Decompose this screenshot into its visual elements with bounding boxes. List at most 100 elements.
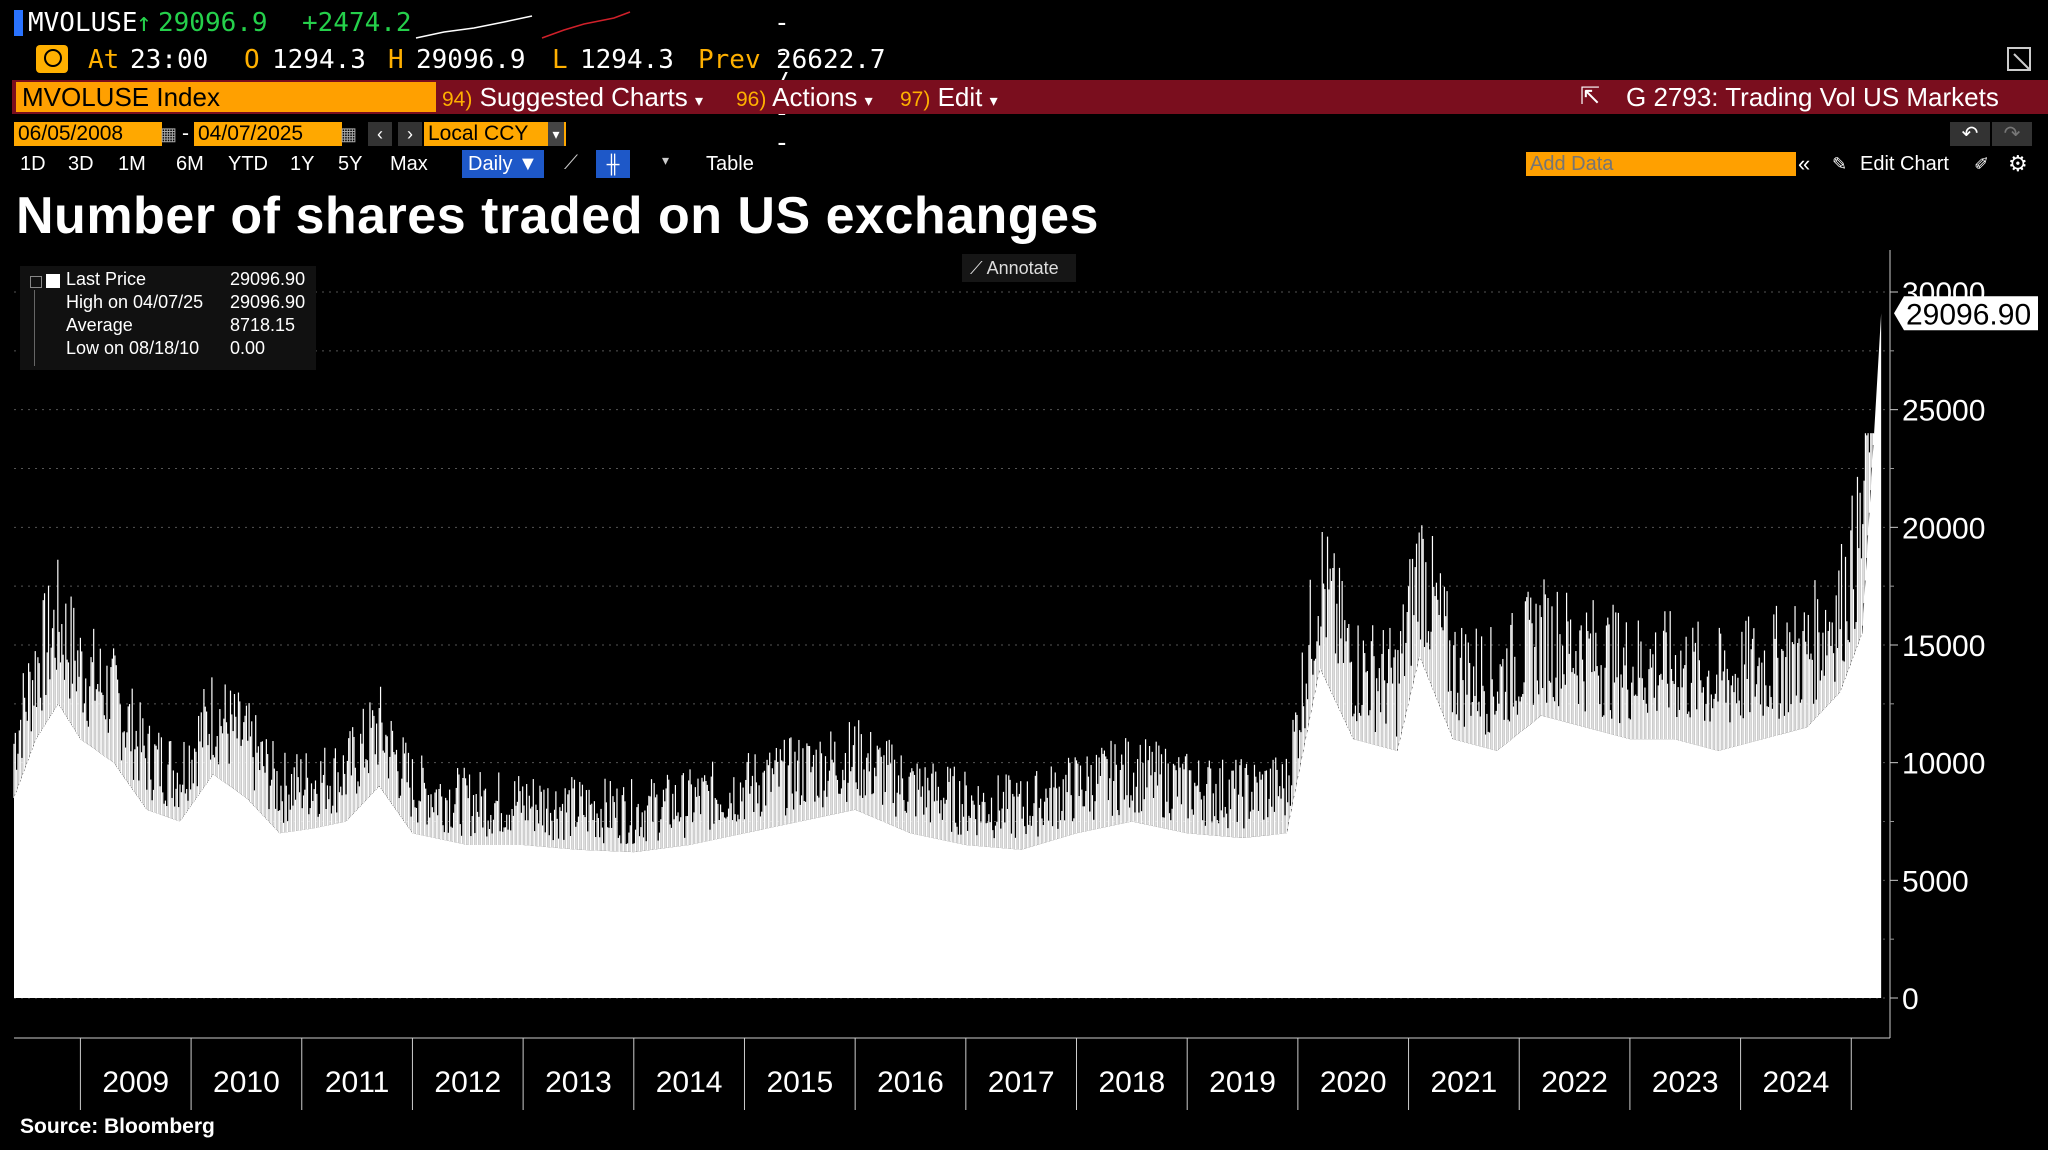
menu-bar: MVOLUSE Index 94) Suggested Charts ▾ 96)… xyxy=(12,80,2048,114)
redo-icon[interactable]: ↷ xyxy=(1992,122,2032,146)
actions-menu[interactable]: 96) Actions ▾ xyxy=(736,80,873,114)
x-tick-label: 2021 xyxy=(1431,1066,1498,1099)
chevron-down-icon: ▾ xyxy=(694,93,703,110)
chart-title: Number of shares traded on US exchanges xyxy=(16,187,1099,245)
low-label: L xyxy=(552,45,568,75)
legend-label-low: Low on 08/18/10 xyxy=(66,338,200,358)
period-button-3d[interactable]: 3D xyxy=(68,153,94,175)
edit-label: Edit xyxy=(937,82,983,112)
bar-chart-icon[interactable]: ╫ xyxy=(596,150,630,178)
last-value-tag: 29096.90 xyxy=(1894,296,2038,331)
x-tick-label: 2018 xyxy=(1098,1066,1165,1099)
prev-value: 26622.7 xyxy=(776,45,886,75)
external-link-icon[interactable]: ⇱ xyxy=(1580,83,1601,110)
frequency-select[interactable]: Daily ▼ xyxy=(462,150,544,178)
chevron-down-icon: ▾ xyxy=(989,93,998,110)
security-field[interactable]: MVOLUSE Index xyxy=(16,82,436,112)
alert-icon[interactable] xyxy=(36,45,68,73)
x-tick-label: 2017 xyxy=(988,1066,1055,1099)
x-tick-label: 2013 xyxy=(545,1066,612,1099)
annotate-label: Annotate xyxy=(986,258,1059,278)
collapse-legend-icon[interactable] xyxy=(30,276,42,288)
x-axis: 2009 2010 2011 2012 2013 2014 2015 2016 2017 2018… xyxy=(14,1037,1890,1110)
frequency-label: Daily xyxy=(468,153,513,175)
chevron-down-icon[interactable]: ▾ xyxy=(662,152,670,168)
popout-icon[interactable] xyxy=(2006,46,2034,74)
period-toolbar: 1D 3D 1M 6M YTD 1Y 5Y Max Daily ▼ ⟋ ╫ ▾ Table «… xyxy=(14,150,2034,178)
actions-label: Actions xyxy=(772,82,858,112)
chevron-down-icon: ▾ xyxy=(864,93,873,110)
series-spikes xyxy=(13,433,1874,853)
series-area xyxy=(14,313,1882,999)
legend-label-average: Average xyxy=(66,315,133,335)
last-value-tag-text: 29096.90 xyxy=(1906,298,2031,331)
y-tick-label: 25000 xyxy=(1902,395,1985,428)
high-label: H xyxy=(388,45,404,75)
period-button-5y[interactable]: 5Y xyxy=(338,153,363,175)
edit-menu[interactable]: 97) Edit ▾ xyxy=(900,80,998,114)
annotate-button[interactable]: ⟋ Annotate xyxy=(962,254,1076,282)
at-time: 23:00 xyxy=(130,45,209,75)
last-price: 29096.9 xyxy=(158,8,268,38)
net-change: +2474.2 xyxy=(302,8,412,38)
high-value: 29096.9 xyxy=(416,45,526,75)
period-button-max[interactable]: Max xyxy=(390,153,428,175)
period-button-ytd[interactable]: YTD xyxy=(228,153,268,175)
x-tick-label: 2012 xyxy=(434,1066,501,1099)
legend-value-low: 0.00 xyxy=(230,338,266,358)
legend-value-last: 29096.90 xyxy=(230,269,306,289)
sparkline-icon xyxy=(415,11,631,39)
edit-number: 97) xyxy=(900,88,931,111)
y-tick-label: 10000 xyxy=(1902,748,1985,781)
end-date-input[interactable]: 04/07/2025 xyxy=(194,122,342,146)
period-button-1m[interactable]: 1M xyxy=(118,153,146,175)
at-label: At xyxy=(88,45,120,75)
undo-icon[interactable]: ↶ xyxy=(1950,122,1990,146)
table-button[interactable]: Table xyxy=(706,153,754,175)
period-button-1y[interactable]: 1Y xyxy=(290,153,315,175)
legend-label-last: Last Price xyxy=(66,269,147,289)
up-arrow-icon: ↑ xyxy=(136,8,152,38)
y-tick-label: 5000 xyxy=(1902,865,1969,898)
suggested-charts-menu[interactable]: 94) Suggested Charts ▾ xyxy=(442,80,703,114)
prev-label: Prev xyxy=(698,45,761,75)
page-title: G 2793: Trading Vol US Markets xyxy=(1626,82,1999,112)
last-value-tag-box xyxy=(1894,296,2038,331)
calendar-icon[interactable]: ▦ xyxy=(160,124,178,144)
legend-label-high: High on 04/07/25 xyxy=(66,292,204,312)
legend-value-high: 29096.90 xyxy=(230,292,306,312)
suggested-label: Suggested Charts xyxy=(479,82,688,112)
legend-swatch xyxy=(46,274,60,288)
prev-period-button[interactable]: ‹ xyxy=(368,122,392,146)
chevron-down-icon[interactable]: ▾ xyxy=(548,122,564,146)
actions-number: 96) xyxy=(736,88,767,111)
x-tick-label: 2024 xyxy=(1763,1066,1830,1099)
ticker-marker xyxy=(14,10,23,36)
collapse-icon[interactable]: « xyxy=(1798,151,1811,176)
period-button-1d[interactable]: 1D xyxy=(20,153,46,175)
x-tick-label: 2009 xyxy=(102,1066,169,1099)
x-tick-label: 2019 xyxy=(1209,1066,1276,1099)
x-tick-label: 2015 xyxy=(766,1066,833,1099)
next-period-button[interactable]: › xyxy=(398,122,422,146)
x-tick-label: 2016 xyxy=(877,1066,944,1099)
edit-layout-icon[interactable]: ✐ xyxy=(1974,154,1990,174)
start-date-input[interactable]: 06/05/2008 xyxy=(14,122,162,146)
y-tick-label: 15000 xyxy=(1902,630,1985,663)
period-button-6m[interactable]: 6M xyxy=(176,153,204,175)
currency-select[interactable]: Local CCY xyxy=(424,122,566,146)
edit-chart-button[interactable]: Edit Chart xyxy=(1860,153,1949,175)
legend[interactable]: Last Price 29096.90 High on 04/07/25 290… xyxy=(20,266,316,370)
add-data-input[interactable] xyxy=(1526,152,1796,176)
x-tick-label: 2022 xyxy=(1541,1066,1608,1099)
calendar-icon[interactable]: ▦ xyxy=(340,124,358,144)
low-value: 1294.3 xyxy=(580,45,674,75)
ticker[interactable]: MVOLUSE xyxy=(28,8,138,38)
suggested-number: 94) xyxy=(442,88,473,111)
gear-icon[interactable]: ⚙ xyxy=(2008,151,2028,176)
x-tick-label: 2014 xyxy=(656,1066,723,1099)
pencil-icon: ✎ xyxy=(1832,154,1848,174)
line-chart-icon[interactable]: ⟋ xyxy=(564,152,578,174)
